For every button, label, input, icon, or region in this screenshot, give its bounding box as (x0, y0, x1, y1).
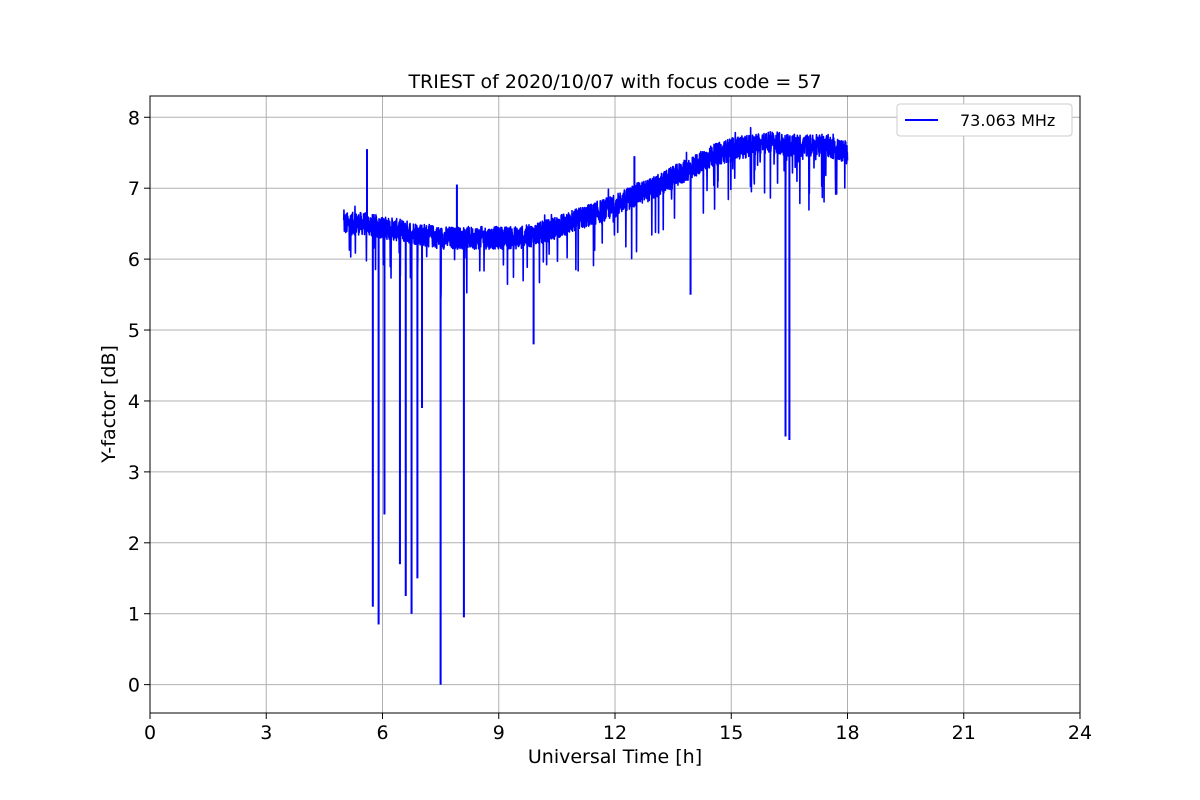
series-group (342, 126, 849, 685)
legend-entry-label: 73.063 MHz (960, 111, 1055, 130)
y-tick-label: 2 (128, 533, 140, 555)
x-tick-label: 0 (144, 722, 156, 744)
x-tick-label: 21 (952, 722, 976, 744)
y-tick-label: 5 (128, 320, 140, 342)
x-tick-label: 9 (493, 722, 505, 744)
data-layer (342, 126, 849, 685)
x-axis-label: Universal Time [h] (528, 746, 702, 768)
x-tick-label: 24 (1068, 722, 1092, 744)
y-tick-label: 4 (128, 391, 140, 413)
y-tick-label: 0 (128, 675, 140, 697)
x-tick-label: 12 (603, 722, 627, 744)
x-tick-label: 15 (719, 722, 743, 744)
y-axis-label: Y-factor [dB] (98, 345, 120, 464)
legend: 73.063 MHz (896, 103, 1073, 137)
y-tick-label: 7 (128, 178, 140, 200)
chart-title: TRIEST of 2020/10/07 with focus code = 5… (407, 71, 821, 93)
x-tick-label: 18 (835, 722, 859, 744)
y-tick-label: 1 (128, 604, 140, 626)
y-tick-label: 6 (128, 249, 140, 271)
y-tick-label: 8 (128, 107, 140, 129)
x-tick-label: 6 (376, 722, 388, 744)
y-tick-label: 3 (128, 462, 140, 484)
legend-box (896, 103, 1073, 137)
x-tick-label: 3 (260, 722, 272, 744)
